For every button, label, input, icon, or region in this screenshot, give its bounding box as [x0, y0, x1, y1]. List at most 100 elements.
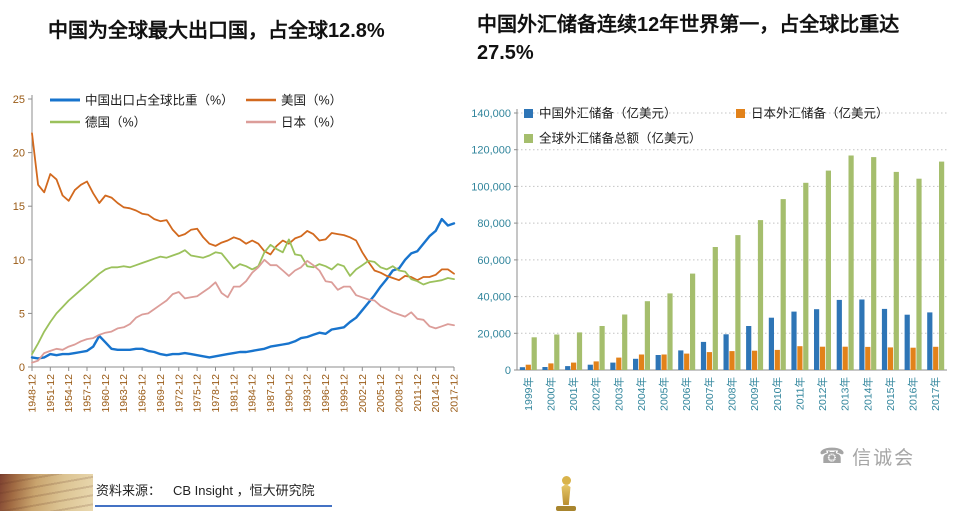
svg-text:1981-12: 1981-12 [228, 374, 240, 413]
bar [825, 170, 831, 370]
bar [871, 157, 877, 370]
bar [610, 362, 616, 370]
series-line [31, 238, 455, 356]
svg-text:1996-12: 1996-12 [320, 374, 332, 413]
svg-text:2008年: 2008年 [726, 377, 739, 411]
svg-text:德国（%）: 德国（%） [85, 115, 146, 130]
bar [644, 301, 650, 370]
svg-text:2014年: 2014年 [861, 377, 874, 411]
bar [893, 171, 899, 370]
source-label: 资料来源： [96, 483, 162, 498]
svg-text:2008-12: 2008-12 [394, 374, 406, 413]
svg-text:20: 20 [13, 148, 25, 160]
svg-text:2001年: 2001年 [567, 377, 580, 411]
bar [616, 357, 622, 370]
svg-text:80,000: 80,000 [477, 218, 511, 230]
bar [633, 358, 639, 370]
bar [927, 312, 933, 370]
bar [814, 309, 820, 370]
bar [700, 341, 707, 370]
bar [780, 199, 786, 370]
figurine-body [561, 484, 571, 505]
bar [667, 293, 673, 370]
series-line [30, 217, 456, 360]
svg-text:1954-12: 1954-12 [63, 374, 75, 413]
svg-text:25: 25 [13, 94, 25, 106]
svg-text:1999年: 1999年 [522, 377, 535, 411]
brand-mark: ☎ 信诚会 [819, 443, 915, 470]
svg-text:2005年: 2005年 [658, 377, 671, 411]
bar [881, 308, 888, 370]
bar [661, 354, 667, 370]
phone-icon: ☎ [819, 445, 846, 468]
axes: 0 5 10 15 20 25 1948-12 1951-12 1954-12 1957-12 19… [13, 94, 461, 413]
bar [803, 182, 809, 370]
svg-text:2012年: 2012年 [816, 377, 829, 411]
bar [554, 334, 560, 370]
bar [916, 178, 922, 370]
bar [678, 350, 684, 370]
svg-text:2000年: 2000年 [544, 377, 557, 411]
legend: 中国出口占全球比重（%） 美国（%） 德国（%） 日本（%） [50, 93, 342, 130]
svg-text:60,000: 60,000 [477, 255, 511, 267]
svg-text:1966-12: 1966-12 [137, 374, 149, 413]
bar [684, 353, 690, 370]
bar [859, 299, 865, 370]
svg-text:2011年: 2011年 [793, 377, 806, 410]
bar [525, 364, 531, 370]
svg-text:2015年: 2015年 [884, 377, 897, 411]
bar [622, 314, 628, 370]
footer-accent-line [95, 505, 332, 507]
svg-text:1975-12: 1975-12 [192, 374, 204, 413]
svg-text:2002-12: 2002-12 [357, 374, 369, 413]
svg-text:100,000: 100,000 [471, 181, 511, 193]
bar [757, 220, 764, 370]
bar [933, 346, 939, 370]
svg-text:美国（%）: 美国（%） [281, 94, 342, 108]
brand-name: 信诚会 [852, 448, 916, 469]
svg-text:120,000: 120,000 [471, 145, 511, 157]
svg-text:中国出口占全球比重（%）: 中国出口占全球比重（%） [85, 93, 234, 108]
bar [819, 346, 826, 370]
svg-text:中国外汇储备（亿美元）: 中国外汇储备（亿美元） [539, 106, 677, 121]
svg-text:1990-12: 1990-12 [283, 374, 295, 413]
bar [729, 351, 735, 370]
svg-text:1948-12: 1948-12 [27, 374, 39, 413]
gold-figurine [553, 476, 579, 511]
legend: 中国外汇储备（亿美元） 日本外汇储备（亿美元） 全球外汇储备总额（亿美元） [524, 106, 889, 146]
right-chart-title: 中国外汇储备连续12年世界第一，占全球比重达 27.5% [477, 11, 899, 67]
bar [565, 366, 571, 370]
export-share-line-chart: 0 5 10 15 20 25 1948-12 1951-12 1954-12 1957-12 19… [13, 93, 461, 413]
svg-text:10: 10 [13, 255, 25, 267]
svg-text:1960-12: 1960-12 [100, 374, 112, 413]
svg-text:2016年: 2016年 [907, 377, 920, 411]
series-line [31, 132, 455, 282]
svg-text:2007年: 2007年 [703, 377, 716, 411]
bar [904, 314, 910, 370]
svg-text:日本（%）: 日本（%） [281, 116, 342, 130]
bar [791, 311, 797, 370]
bar [768, 317, 774, 370]
bar [712, 247, 718, 370]
series-line [31, 258, 455, 364]
left-chart-title: 中国为全球最大出口国，占全球12.8% [48, 20, 385, 42]
bar [571, 362, 577, 370]
svg-text:140,000: 140,000 [471, 108, 511, 120]
bar [848, 155, 854, 370]
bar [548, 363, 554, 370]
right-chart-title-line2: 27.5% [477, 42, 534, 64]
svg-text:1969-12: 1969-12 [155, 374, 167, 413]
bar [690, 273, 696, 370]
gridlines [517, 112, 947, 334]
bar [587, 364, 593, 370]
fx-reserves-bar-chart: 0 20,000 40,000 60,000 80,000 100,000 120,000 1… [471, 106, 947, 411]
bar [797, 346, 803, 370]
svg-text:1987-12: 1987-12 [265, 374, 277, 413]
svg-text:日本外汇储备（亿美元）: 日本外汇储备（亿美元） [751, 106, 889, 121]
bar [746, 326, 752, 370]
bar [723, 334, 729, 370]
svg-text:1951-12: 1951-12 [45, 374, 57, 413]
bar [939, 161, 945, 370]
bar [531, 337, 537, 370]
bar [576, 332, 583, 370]
